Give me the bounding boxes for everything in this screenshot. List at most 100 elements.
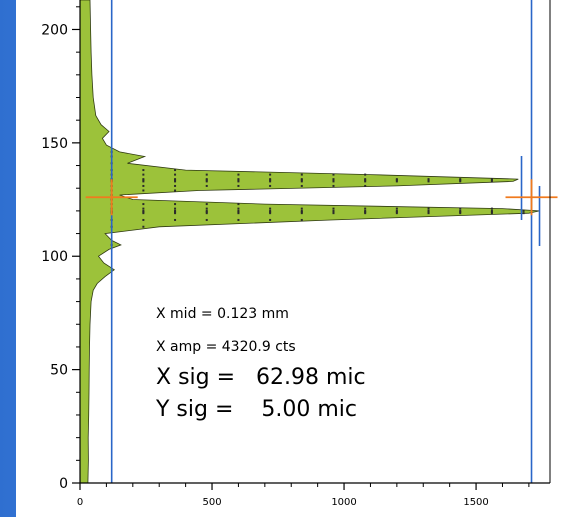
- profile-dot: [427, 209, 430, 212]
- profile-dot: [205, 173, 208, 176]
- profile-dot: [459, 180, 462, 183]
- profile-dot: [269, 209, 272, 212]
- profile-dot: [237, 212, 240, 215]
- profile-dot: [300, 173, 303, 176]
- x-tick-label: 1000: [331, 497, 356, 508]
- peak-dot: [269, 179, 272, 182]
- profile-dot: [269, 212, 272, 215]
- profile-dot: [237, 207, 240, 210]
- profile-dot: [142, 225, 145, 228]
- profile-dot: [332, 212, 335, 215]
- profile-dot: [142, 178, 145, 181]
- profile-dot: [300, 209, 303, 212]
- profile-chart: 0 50 100 150 200 0 500 1000 1500 X mid = 0.123 m…: [41, 0, 558, 508]
- profile-dot: [300, 178, 303, 181]
- profile-dot: [300, 207, 303, 210]
- cross-markers-layer: [85, 179, 558, 216]
- profile-markers-layer: [110, 150, 525, 246]
- profile-dot: [364, 209, 367, 212]
- y-tick-label: 100: [41, 249, 68, 265]
- profile-dot: [205, 203, 208, 206]
- profile-dot: [174, 218, 177, 221]
- profile-dot: [142, 207, 145, 210]
- peak-dot: [300, 211, 303, 214]
- profile-dot: [459, 212, 462, 215]
- peak-dot: [237, 179, 240, 182]
- peak-dot: [490, 179, 493, 182]
- profile-dot: [142, 169, 145, 172]
- profile-dot: [459, 178, 462, 181]
- profile-dot: [332, 180, 335, 183]
- profile-dot: [237, 209, 240, 212]
- profile-dot: [522, 209, 525, 212]
- profile-dot: [269, 218, 272, 221]
- profile-dot: [205, 180, 208, 183]
- profile-dot: [174, 207, 177, 210]
- profile-dot: [269, 184, 272, 187]
- peak-dot: [427, 179, 430, 182]
- profile-fill-layer: [79, 0, 540, 484]
- peak-dot: [142, 211, 145, 214]
- peak-dot: [174, 179, 177, 182]
- profile-dot: [364, 178, 367, 181]
- profile-dot: [427, 207, 430, 210]
- profile-dot: [332, 173, 335, 176]
- peak-dot: [364, 211, 367, 214]
- peak-dot: [364, 179, 367, 182]
- profile-dot: [174, 169, 177, 172]
- profile-dot: [490, 180, 493, 183]
- peak-dot: [427, 211, 430, 214]
- profile-dot: [490, 178, 493, 181]
- profile-dot: [205, 209, 208, 212]
- profile-dot: [395, 212, 398, 215]
- y-tick-label: 50: [50, 363, 68, 379]
- peak-dot: [395, 179, 398, 182]
- profile-dot: [364, 212, 367, 215]
- annotation-x-amp: X amp = 4320.9 cts: [156, 339, 296, 355]
- profile-dot: [142, 212, 145, 215]
- peak-dot: [332, 211, 335, 214]
- profile-dot: [300, 184, 303, 187]
- peak-dot: [300, 179, 303, 182]
- profile-dot: [427, 212, 430, 215]
- axes-layer: 0 50 100 150 200 0 500 1000 1500: [41, 0, 551, 508]
- profile-dot: [490, 207, 493, 210]
- profile-dot: [237, 218, 240, 221]
- profile-dot: [300, 218, 303, 221]
- annotation-x-mid: X mid = 0.123 mm: [156, 306, 289, 322]
- peak-dot: [205, 211, 208, 214]
- profile-dot: [490, 212, 493, 215]
- y-tick-label: 0: [59, 476, 68, 492]
- profile-dot: [364, 207, 367, 210]
- profile-dot: [332, 184, 335, 187]
- profile-dot: [205, 207, 208, 210]
- peak-dot: [395, 211, 398, 214]
- profile-dot: [269, 173, 272, 176]
- peak-dot: [459, 179, 462, 182]
- profile-dot: [174, 184, 177, 187]
- profile-dot: [332, 207, 335, 210]
- profile-dot: [459, 207, 462, 210]
- profile-dot: [174, 180, 177, 183]
- profile-dot: [237, 180, 240, 183]
- annotation-x-sig: X sig = 62.98 mic: [156, 365, 366, 390]
- profile-dot: [395, 207, 398, 210]
- profile-dot: [490, 209, 493, 212]
- profile-dot: [427, 178, 430, 181]
- peak-dot: [205, 179, 208, 182]
- peak-dot: [490, 211, 493, 214]
- profile-dot: [332, 178, 335, 181]
- peak-dot: [237, 211, 240, 214]
- profile-dot: [174, 203, 177, 206]
- peak-dot: [174, 211, 177, 214]
- x-tick-label: 500: [202, 497, 221, 508]
- profile-dot: [142, 209, 145, 212]
- profile-dot: [237, 203, 240, 206]
- profile-dot: [142, 173, 145, 176]
- profile-dot: [174, 209, 177, 212]
- profile-dot: [142, 218, 145, 221]
- profile-dot: [174, 178, 177, 181]
- profile-area: [79, 0, 540, 484]
- profile-dot: [269, 207, 272, 210]
- profile-dot: [237, 178, 240, 181]
